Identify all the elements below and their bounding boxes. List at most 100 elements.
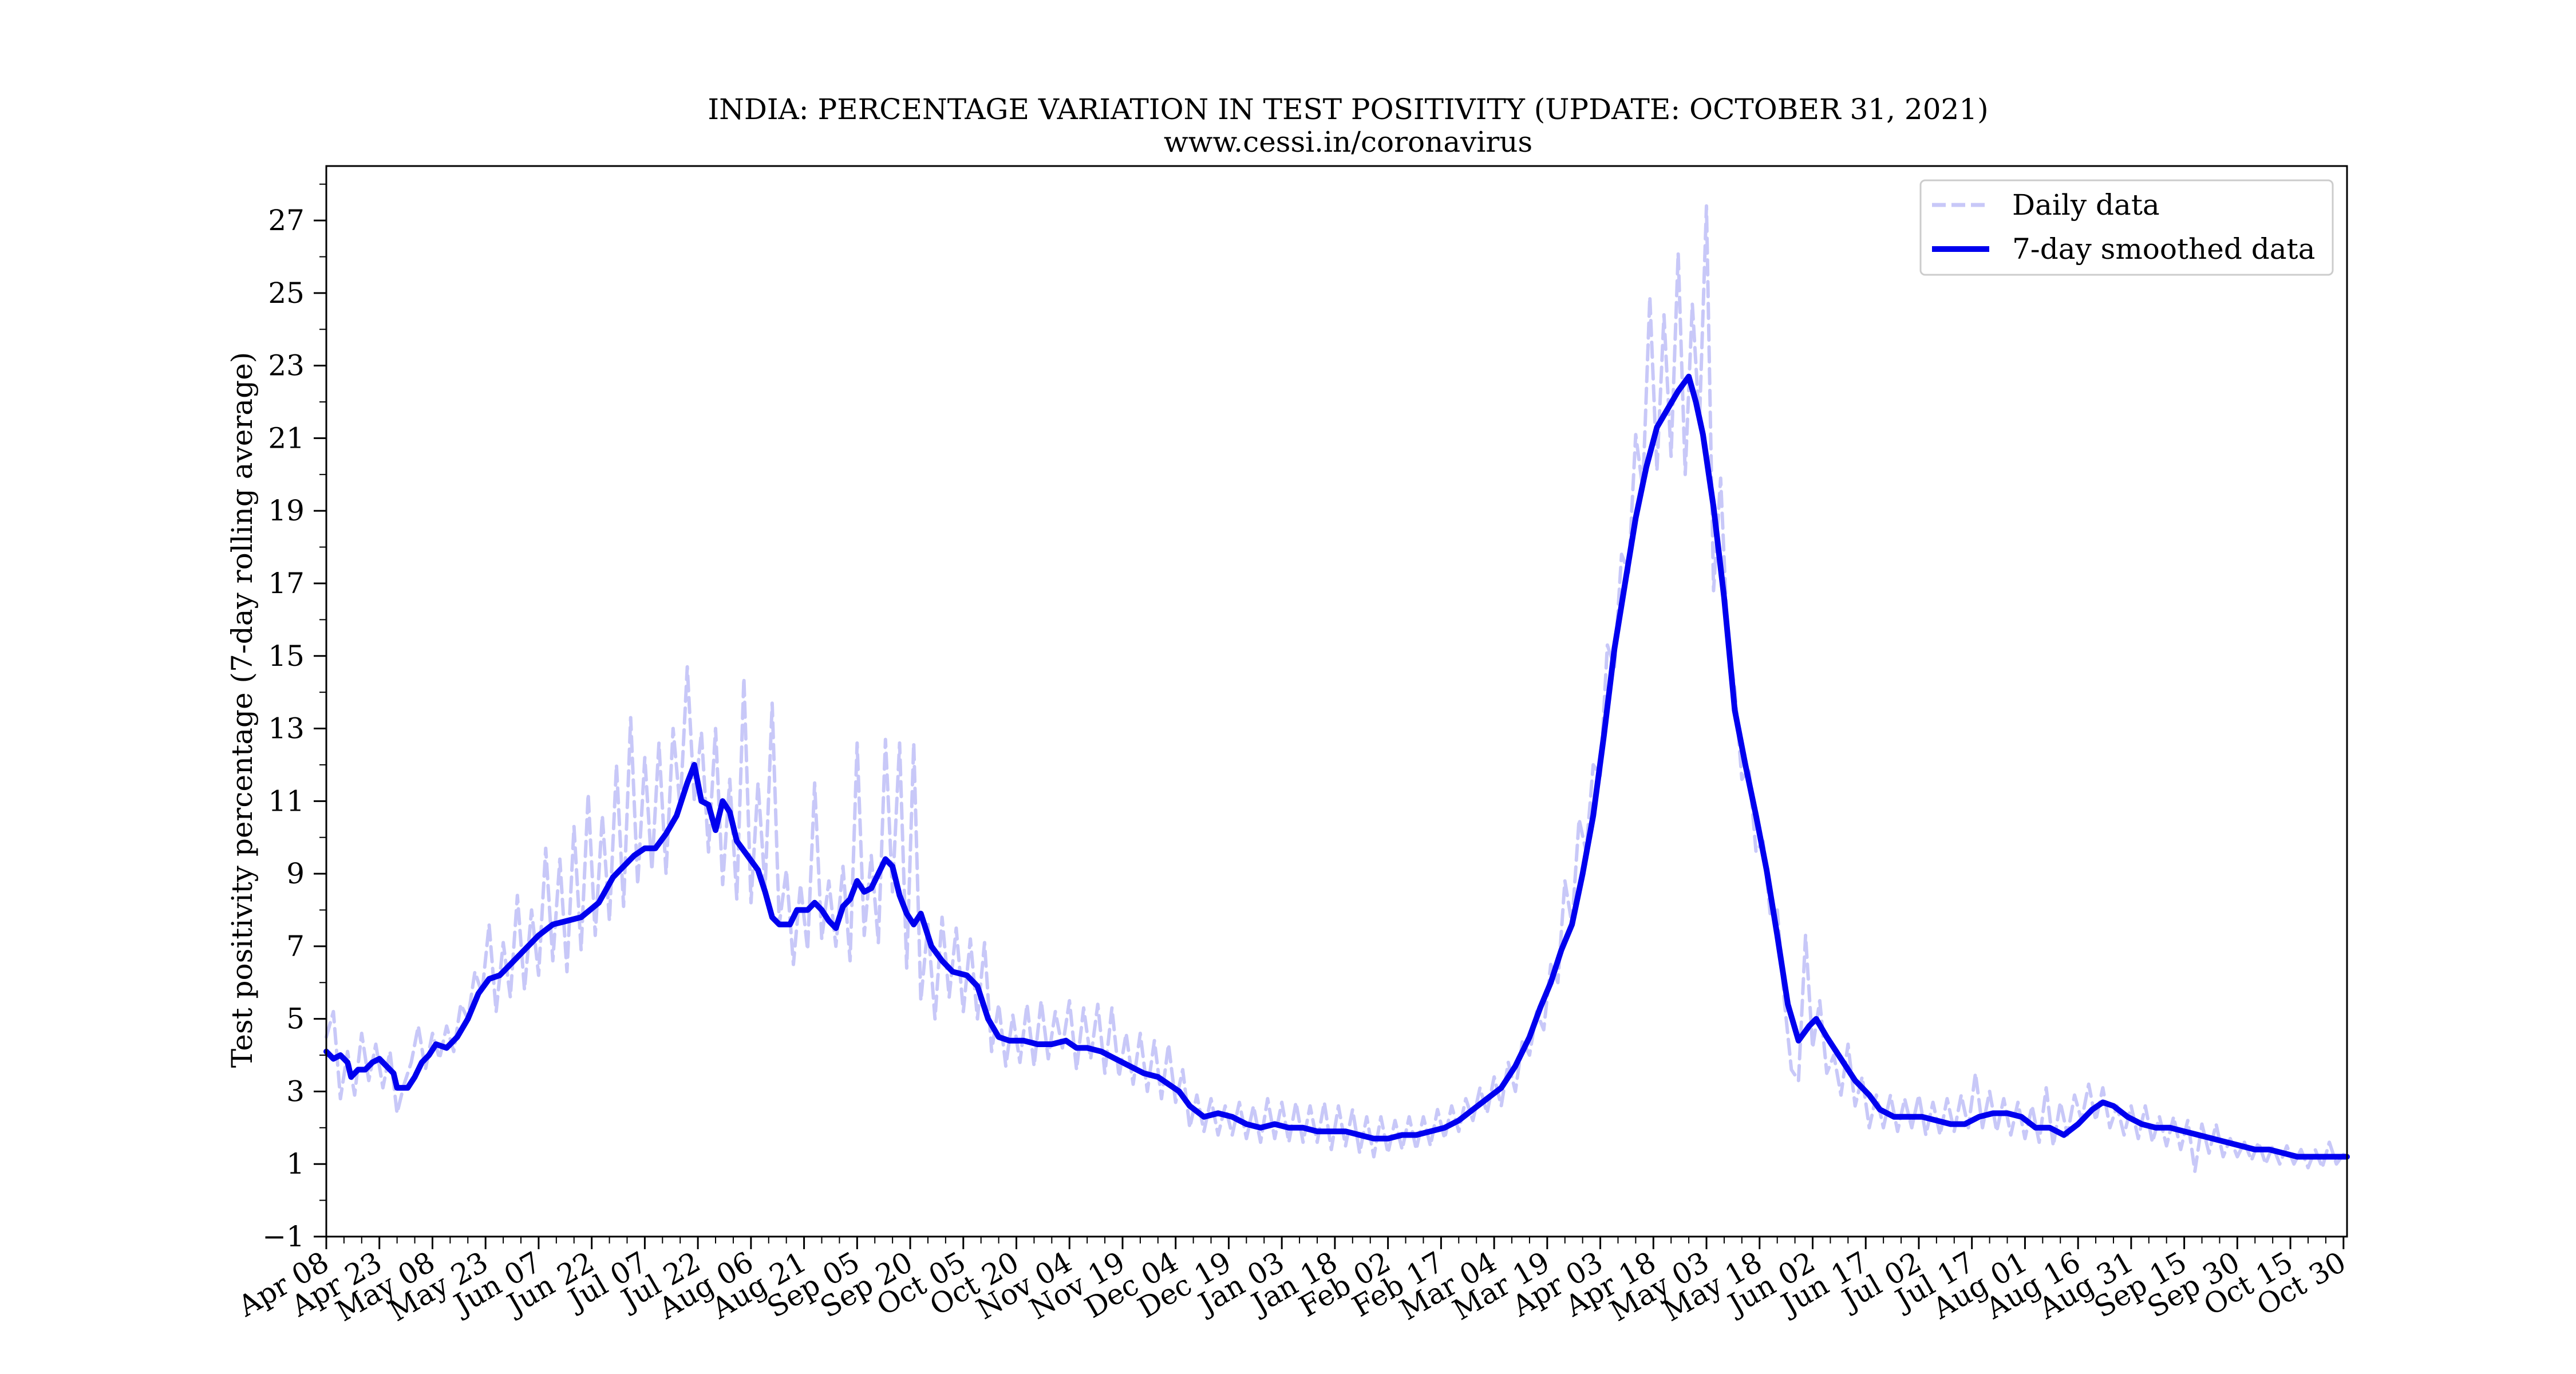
daily-data-line-point	[524, 989, 525, 990]
daily-data-line-point	[616, 764, 617, 765]
daily-data-line-point	[1154, 1040, 1155, 1041]
daily-data-line-point	[1621, 554, 1622, 555]
smoothed-data-line-point	[871, 888, 872, 889]
daily-data-line-point	[2315, 1149, 2316, 1150]
daily-data-line-point	[2237, 1156, 2238, 1157]
y-tick-label: 21	[268, 421, 305, 455]
smoothed-data-line-point	[2021, 1116, 2022, 1117]
daily-data-line-point	[1982, 1127, 1983, 1128]
daily-data-line-point	[1989, 1091, 1990, 1092]
daily-data-line-point	[1713, 590, 1714, 591]
daily-data-line-point	[2152, 1142, 2153, 1143]
y-tick-label: 17	[268, 567, 305, 600]
daily-data-line-point	[1168, 1044, 1169, 1045]
smoothed-data-line-point	[1373, 1138, 1374, 1139]
y-tick-label: 15	[268, 639, 305, 673]
legend: Daily data 7-day smoothed data	[1919, 179, 2334, 276]
smoothed-data-line-point	[1798, 1040, 1799, 1041]
daily-data-line-point	[1373, 1156, 1374, 1157]
smoothed-data-line-point	[1430, 1131, 1431, 1132]
smoothed-data-line-point	[1331, 1131, 1332, 1132]
smoothed-data-line-point	[510, 964, 511, 965]
daily-data-line-point	[2039, 1142, 2040, 1143]
daily-data-line-point	[2208, 1153, 2209, 1154]
daily-data-line-point	[1968, 1127, 1969, 1128]
smoothed-data-line-point	[1908, 1116, 1909, 1117]
daily-data-line-point	[2258, 1142, 2259, 1143]
daily-data-line-point	[1741, 779, 1742, 780]
smoothed-data-line-point	[2113, 1105, 2114, 1106]
daily-data-line-point	[1076, 1069, 1077, 1070]
smoothed-data-line-point	[2127, 1116, 2128, 1117]
smoothed-data-line-point	[899, 895, 900, 896]
smoothed-data-line-point	[1979, 1116, 1980, 1117]
smoothed-data-line-point	[789, 924, 790, 925]
smoothed-data-line-point	[340, 1055, 341, 1056]
daily-data-line-point	[977, 1018, 978, 1019]
daily-data-line-point	[1175, 1102, 1176, 1103]
smoothed-data-line-point	[1745, 764, 1746, 765]
daily-data-line-point	[871, 855, 872, 856]
daily-data-line-point	[1593, 764, 1594, 765]
daily-data-line-point	[1671, 456, 1672, 457]
smoothed-data-line-point	[2297, 1156, 2298, 1157]
daily-data-line-point	[453, 1051, 454, 1052]
y-tick-label: 3	[286, 1075, 305, 1108]
daily-data-line-point	[411, 1062, 412, 1063]
daily-series-layer	[325, 204, 2349, 1173]
smoothed-data-line-point	[1345, 1131, 1346, 1132]
smoothed-data-line-point	[1023, 1040, 1024, 1041]
daily-data-line-point	[1147, 1091, 1148, 1092]
daily-data-line-point	[460, 1004, 461, 1005]
daily-data-line-point	[729, 779, 730, 780]
smoothed-data-line-point	[1593, 815, 1594, 816]
daily-data-line-point	[1911, 1127, 1912, 1128]
daily-data-line-point	[1869, 1127, 1870, 1128]
smoothed-data-line-point	[581, 917, 582, 918]
smoothed-data-line-point	[1936, 1120, 1937, 1121]
daily-data-line-point	[928, 924, 929, 925]
smoothed-data-line-point	[552, 924, 553, 925]
smoothed-data-line-point	[1129, 1066, 1130, 1067]
daily-data-line-point	[361, 1033, 362, 1034]
smoothed-data-line-point	[386, 1066, 387, 1067]
smoothed-data-line-point	[2269, 1149, 2270, 1150]
smoothed-data-line-point	[708, 804, 709, 805]
daily-data-line-point	[1225, 1105, 1226, 1106]
daily-data-line-point	[687, 666, 688, 667]
daily-data-line-point	[793, 964, 794, 965]
daily-data-line-point	[1097, 1004, 1098, 1005]
daily-data-line-point	[1897, 1131, 1898, 1132]
daily-data-line-point	[425, 1069, 426, 1070]
legend-box	[1919, 179, 2334, 276]
smoothed-data-line-point	[623, 866, 624, 867]
chart-title: INDIA: PERCENTAGE VARIATION IN TEST POSI…	[708, 93, 1988, 126]
y-axis-label: Test positivity percentage (7-day rollin…	[226, 352, 259, 1068]
daily-data-line-point	[503, 942, 504, 943]
smoothed-data-line-point	[421, 1062, 422, 1063]
y-tick-label: 11	[268, 784, 305, 818]
daily-data-line-point	[1791, 1069, 1792, 1070]
daily-data-line-point	[878, 942, 879, 943]
daily-data-line-point	[1515, 1091, 1516, 1092]
daily-data-line-point	[2145, 1105, 2146, 1106]
daily-data-line-point	[538, 975, 539, 976]
smoothed-data-line-point	[347, 1062, 348, 1063]
daily-data-line-point	[984, 942, 985, 943]
smoothed-data-line-point	[1317, 1131, 1318, 1132]
daily-data-line-point	[1274, 1138, 1275, 1139]
daily-data-line-point	[1416, 1149, 1417, 1150]
smoothed-data-line-point	[2049, 1127, 2050, 1128]
y-tick-label: 1	[286, 1147, 305, 1180]
smoothed-data-line-point	[2226, 1142, 2227, 1143]
y-tick-label: 27	[268, 204, 305, 237]
smoothed-data-line-point	[372, 1062, 373, 1063]
daily-data-line-point	[623, 906, 624, 907]
daily-data-line-point	[2329, 1142, 2330, 1143]
smoothed-data-line-point	[920, 913, 921, 914]
smoothed-data-line-point	[2212, 1138, 2213, 1139]
daily-data-line-point	[1529, 1055, 1530, 1056]
daily-data-line-point	[1543, 1029, 1544, 1030]
y-tick-label: 19	[268, 494, 305, 527]
